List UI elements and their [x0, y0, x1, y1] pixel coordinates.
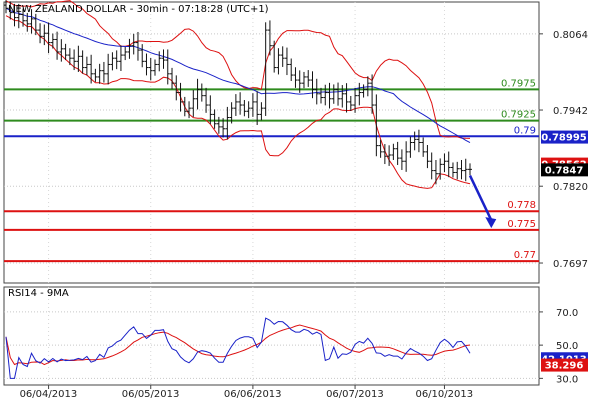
upper-band [5, 0, 471, 139]
level-label: 0.77 [514, 250, 536, 261]
price-panel-frame [3, 1, 540, 284]
rsi-layer [5, 317, 471, 379]
rsi-box-label: 38.296 [545, 361, 584, 372]
price-box-label-bg [541, 163, 588, 177]
level-label: 0.775 [507, 219, 536, 230]
forecast-arrow-head [485, 217, 497, 229]
rsi-grid [4, 287, 539, 385]
rsi-line [5, 317, 471, 379]
level-label: 0.778 [507, 200, 536, 211]
price-box-label-bg [541, 130, 588, 144]
rsi-tick-label: 70.0 [556, 308, 578, 319]
level-label: 0.7925 [501, 110, 536, 121]
price-grid [4, 2, 539, 283]
rsi-axis: 70.0 50.0 30.0 [539, 308, 578, 385]
price-tick-label: 0.7942 [553, 106, 588, 117]
time-tick-label: 06/07/2013 [326, 389, 384, 400]
moving-average [5, 7, 471, 144]
time-axis: 06/04/2013 06/05/2013 06/06/2013 06/07/2013… [20, 385, 473, 400]
time-tick-label: 06/06/2013 [224, 389, 282, 400]
lower-band [5, 15, 471, 189]
levels-layer: 0.7975 0.7925 0.79 0.778 0.775 0.77 [4, 78, 539, 263]
level-label: 0.7975 [501, 78, 536, 89]
price-box-label: 0.7847 [545, 165, 584, 176]
rsi-box-label-bg [541, 358, 588, 372]
chart-title: NEW ZEALAND DOLLAR - 30min - 07:18:28 (U… [8, 4, 269, 15]
rsi-title: RSI14 - 9MA [8, 288, 69, 299]
time-tick-label: 06/05/2013 [122, 389, 180, 400]
price-tick-label: 0.7820 [553, 182, 588, 193]
price-tick-label: 0.8064 [553, 30, 588, 41]
time-tick-label: 06/04/2013 [20, 389, 78, 400]
forecast-arrow-layer [468, 175, 497, 229]
bollinger-bands [5, 0, 471, 189]
rsi-panel-frame [3, 286, 540, 386]
forecast-arrow-shaft [468, 175, 493, 221]
time-tick-label: 06/10/2013 [415, 389, 473, 400]
candles [4, 0, 472, 185]
rsi-tick-label: 50.0 [556, 341, 578, 352]
price-axis: 0.8064 0.7942 0.7820 0.7697 [539, 30, 588, 270]
rsi-ma-line [5, 324, 471, 366]
rsi-tick-label: 30.0 [556, 374, 578, 385]
level-label: 0.79 [514, 125, 536, 136]
price-tick-label: 0.7697 [553, 259, 588, 270]
price-box-label: 0.78995 [541, 133, 587, 144]
